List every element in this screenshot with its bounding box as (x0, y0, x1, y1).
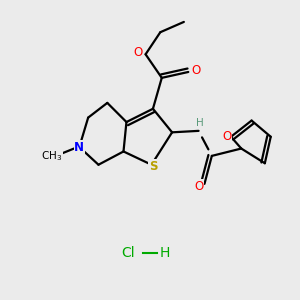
Text: Cl: Cl (121, 246, 135, 260)
Text: CH$_3$: CH$_3$ (41, 149, 62, 163)
Text: O: O (222, 130, 231, 143)
Text: O: O (194, 180, 203, 193)
Text: N: N (74, 141, 84, 154)
Text: O: O (191, 64, 200, 77)
Text: S: S (149, 160, 157, 173)
Text: H: H (196, 118, 204, 128)
Text: H: H (160, 246, 170, 260)
Text: O: O (134, 46, 143, 59)
